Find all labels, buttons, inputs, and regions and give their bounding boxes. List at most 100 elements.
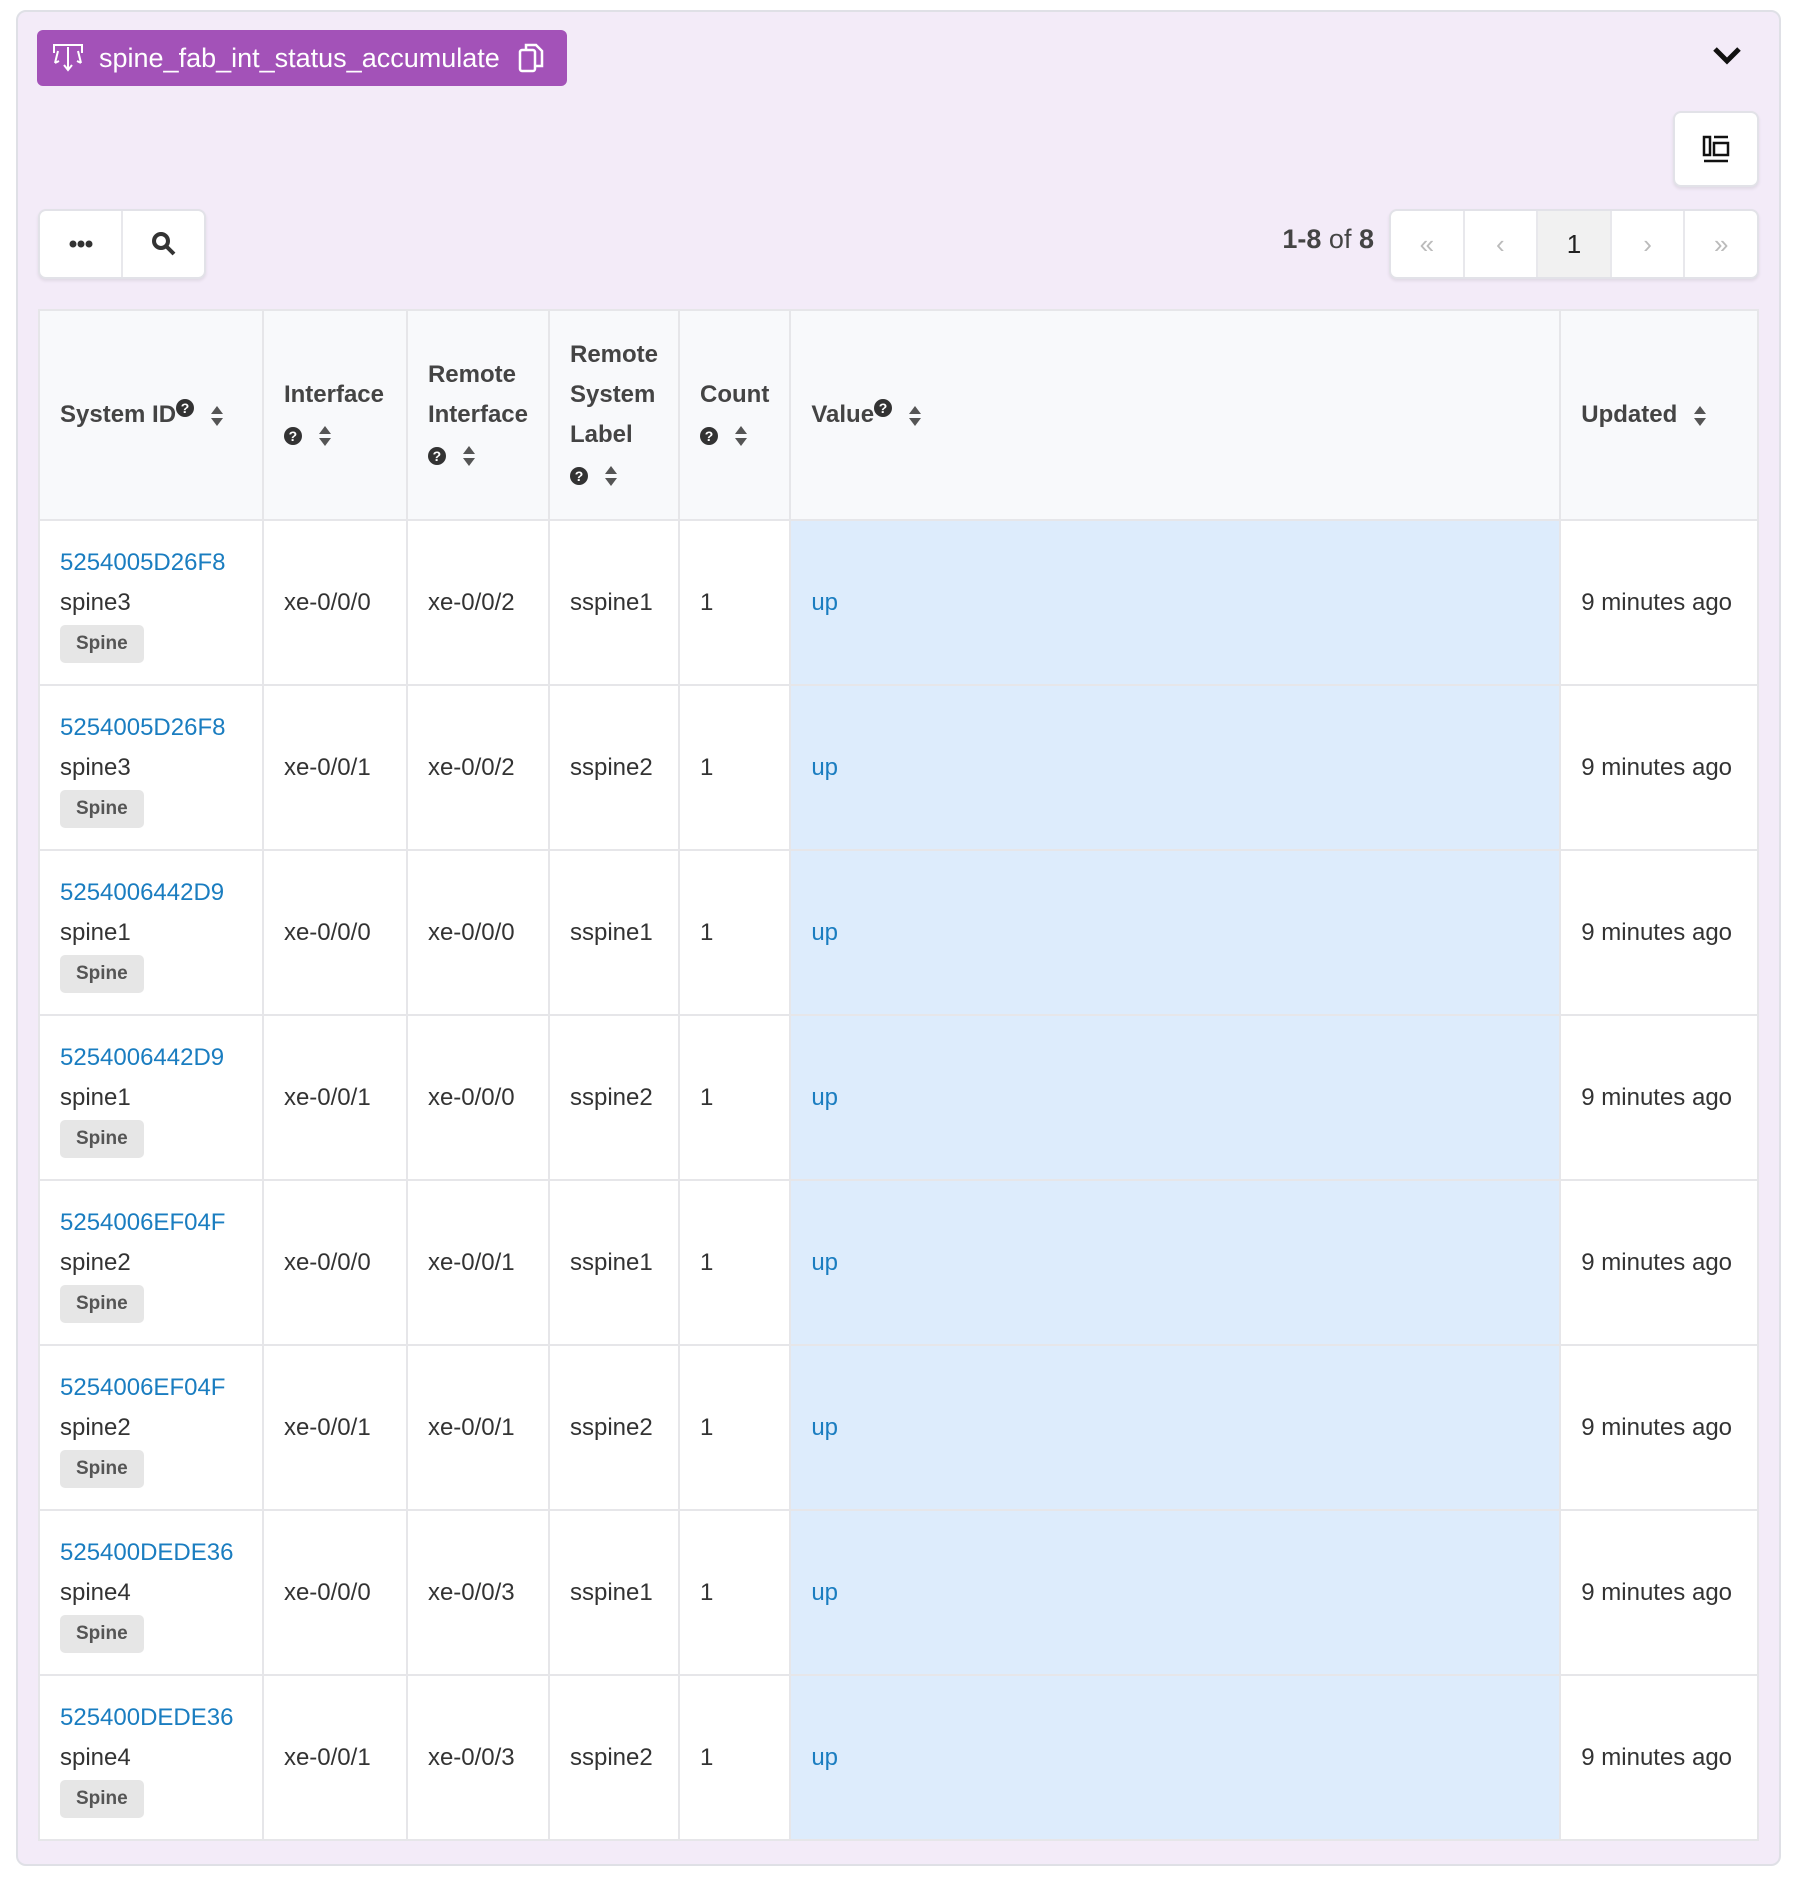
sort-icon[interactable]	[210, 404, 224, 428]
count-cell: 1	[678, 519, 792, 686]
pagination-of: of	[1328, 224, 1352, 254]
system-id-cell: 525400DEDE36 spine4 Spine	[38, 1509, 264, 1676]
sort-icon[interactable]	[908, 404, 922, 428]
pagination: « ‹ 1 › »	[1389, 209, 1759, 279]
remote-interface-cell: xe-0/0/1	[405, 1344, 550, 1511]
role-tag: Spine	[60, 624, 144, 663]
system-id-link[interactable]: 5254005D26F8	[60, 713, 226, 741]
stage-title: spine_fab_int_status_accumulate	[99, 42, 500, 73]
column-label: Updated	[1581, 401, 1678, 428]
count-cell: 1	[678, 1344, 792, 1511]
first-page-button[interactable]: «	[1391, 211, 1465, 277]
column-header-remote-system-label[interactable]: Remote System Label?	[547, 309, 681, 521]
column-header-remote-interface[interactable]: Remote Interface?	[405, 309, 550, 521]
column-header-value[interactable]: Value?	[789, 309, 1562, 521]
column-label: Value	[811, 401, 875, 428]
remote-system-label-cell: sspine1	[547, 519, 681, 686]
system-id-link[interactable]: 5254006EF04F	[60, 1208, 226, 1236]
updated-cell: 9 minutes ago	[1559, 1014, 1759, 1181]
next-page-button[interactable]: ›	[1612, 211, 1686, 277]
remote-system-label-cell: sspine2	[547, 1014, 681, 1181]
help-icon[interactable]: ?	[427, 446, 446, 465]
value-cell: up	[789, 1674, 1562, 1841]
more-options-button[interactable]	[40, 211, 123, 277]
table-row: 5254006442D9 spine1 Spine xe-0/0/1 xe-0/0/0 s…	[38, 1014, 1759, 1181]
interface-cell: xe-0/0/1	[261, 1344, 408, 1511]
table-row: 5254006442D9 spine1 Spine xe-0/0/0 xe-0/0/0 s…	[38, 849, 1759, 1016]
column-label: Remote Interface	[427, 361, 528, 428]
system-id-link[interactable]: 5254005D26F8	[60, 548, 226, 576]
chevron-down-icon[interactable]	[1712, 44, 1742, 68]
search-icon	[151, 232, 175, 256]
pagination-range: 1-8	[1282, 224, 1322, 254]
system-id-cell: 5254006442D9 spine1 Spine	[38, 1014, 264, 1181]
table-row: 525400DEDE36 spine4 Spine xe-0/0/1 xe-0/0/3 s…	[38, 1674, 1759, 1841]
remote-system-label-cell: sspine1	[547, 849, 681, 1016]
remote-system-label-cell: sspine1	[547, 1179, 681, 1346]
prev-page-button[interactable]: ‹	[1465, 211, 1539, 277]
layout-toggle-button[interactable]	[1673, 111, 1759, 187]
pagination-info: 1-8 of 8	[1282, 224, 1374, 255]
help-icon[interactable]: ?	[176, 399, 195, 417]
role-tag: Spine	[60, 1284, 144, 1323]
system-label: spine2	[60, 1413, 131, 1441]
remote-interface-cell: xe-0/0/1	[405, 1179, 550, 1346]
system-id-cell: 5254006EF04F spine2 Spine	[38, 1179, 264, 1346]
interface-cell: xe-0/0/0	[261, 519, 408, 686]
count-cell: 1	[678, 1014, 792, 1181]
sort-icon[interactable]	[462, 444, 476, 468]
help-icon[interactable]: ?	[874, 399, 893, 417]
system-id-link[interactable]: 525400DEDE36	[60, 1538, 234, 1566]
sort-icon[interactable]	[734, 424, 748, 448]
help-icon[interactable]: ?	[700, 426, 719, 445]
role-tag: Spine	[60, 954, 144, 993]
remote-interface-cell: xe-0/0/2	[405, 519, 550, 686]
help-icon[interactable]: ?	[283, 426, 302, 445]
role-tag: Spine	[60, 789, 144, 828]
last-page-button[interactable]: »	[1713, 228, 1729, 259]
count-cell: 1	[678, 1509, 792, 1676]
search-button[interactable]	[123, 211, 204, 277]
table-row: 5254005D26F8 spine3 Spine xe-0/0/1 xe-0/0/2 s…	[38, 684, 1759, 851]
sort-icon[interactable]	[604, 464, 618, 488]
system-id-link[interactable]: 5254006EF04F	[60, 1373, 226, 1401]
column-header-updated[interactable]: Updated	[1559, 309, 1759, 521]
interface-cell: xe-0/0/1	[261, 684, 408, 851]
system-label: spine1	[60, 918, 131, 946]
updated-cell: 9 minutes ago	[1559, 684, 1759, 851]
page-1-button[interactable]: 1	[1538, 211, 1612, 277]
system-id-link[interactable]: 525400DEDE36	[60, 1703, 234, 1731]
system-label: spine3	[60, 588, 131, 616]
value-cell: up	[789, 519, 1562, 686]
sort-icon[interactable]	[1693, 404, 1707, 428]
column-header-system-id[interactable]: System ID?	[38, 309, 264, 521]
column-label: Remote System Label	[569, 341, 659, 448]
count-cell: 1	[678, 684, 792, 851]
column-label: Count	[700, 381, 770, 408]
interface-cell: xe-0/0/1	[261, 1014, 408, 1181]
help-icon[interactable]: ?	[569, 466, 588, 485]
copy-icon[interactable]	[518, 43, 544, 73]
table-row: 525400DEDE36 spine4 Spine xe-0/0/0 xe-0/0/3 s…	[38, 1509, 1759, 1676]
system-label: spine2	[60, 1248, 131, 1276]
sort-icon[interactable]	[318, 424, 332, 448]
role-tag: Spine	[60, 1449, 144, 1488]
updated-cell: 9 minutes ago	[1559, 849, 1759, 1016]
system-id-link[interactable]: 5254006442D9	[60, 878, 225, 906]
column-header-interface[interactable]: Interface?	[261, 309, 408, 521]
value-cell: up	[789, 684, 1562, 851]
interface-cell: xe-0/0/1	[261, 1674, 408, 1841]
system-id-link[interactable]: 5254006442D9	[60, 1043, 225, 1071]
stage-name-badge: spine_fab_int_status_accumulate	[37, 30, 567, 86]
remote-interface-cell: xe-0/0/3	[405, 1674, 550, 1841]
system-id-cell: 5254005D26F8 spine3 Spine	[38, 519, 264, 686]
system-label: spine1	[60, 1083, 131, 1111]
updated-cell: 9 minutes ago	[1559, 1674, 1759, 1841]
value-cell: up	[789, 849, 1562, 1016]
value-cell: up	[789, 1179, 1562, 1346]
column-label: Interface	[283, 381, 384, 408]
remote-interface-cell: xe-0/0/0	[405, 849, 550, 1016]
table-row: 5254006EF04F spine2 Spine xe-0/0/1 xe-0/0/1 s…	[38, 1344, 1759, 1511]
column-header-count[interactable]: Count?	[678, 309, 792, 521]
updated-cell: 9 minutes ago	[1559, 1179, 1759, 1346]
